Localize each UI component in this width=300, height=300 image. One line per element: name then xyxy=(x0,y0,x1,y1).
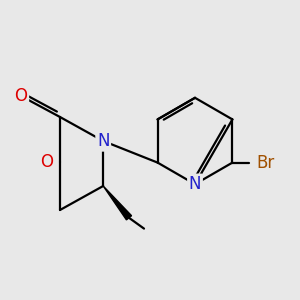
Text: N: N xyxy=(189,175,201,193)
Text: O: O xyxy=(14,87,28,105)
Text: O: O xyxy=(40,153,53,171)
Polygon shape xyxy=(103,186,132,220)
Text: Br: Br xyxy=(256,154,275,172)
Text: N: N xyxy=(97,132,110,150)
